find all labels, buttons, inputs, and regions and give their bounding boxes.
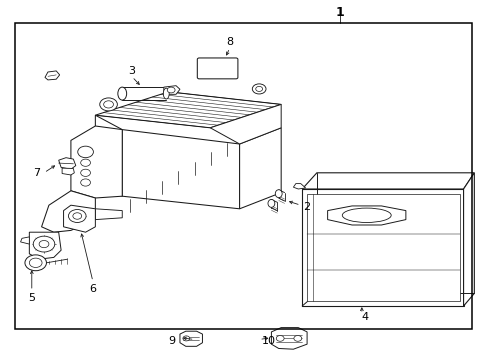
Text: 4: 4 (361, 312, 368, 322)
Circle shape (276, 336, 284, 341)
Polygon shape (71, 126, 122, 198)
Circle shape (81, 179, 90, 186)
Circle shape (25, 255, 46, 271)
Circle shape (255, 86, 262, 91)
Circle shape (73, 213, 81, 219)
Circle shape (39, 240, 49, 248)
Polygon shape (95, 92, 281, 128)
Text: 9: 9 (168, 336, 176, 346)
Polygon shape (59, 158, 76, 169)
Polygon shape (163, 86, 180, 94)
Circle shape (167, 87, 175, 93)
Polygon shape (271, 328, 306, 349)
Text: 10: 10 (261, 336, 275, 346)
Circle shape (29, 258, 42, 267)
Text: 2: 2 (303, 202, 310, 212)
Polygon shape (63, 205, 95, 232)
Polygon shape (20, 237, 29, 244)
Polygon shape (293, 184, 305, 189)
Polygon shape (122, 130, 239, 209)
Circle shape (252, 84, 265, 94)
Polygon shape (302, 189, 463, 306)
Circle shape (183, 336, 189, 341)
Polygon shape (180, 331, 202, 346)
Polygon shape (41, 191, 95, 232)
Text: 8: 8 (226, 37, 233, 47)
Text: 6: 6 (89, 284, 96, 294)
Bar (15, 23, 471, 329)
Circle shape (68, 210, 86, 222)
Circle shape (81, 169, 90, 176)
Polygon shape (302, 173, 473, 189)
Ellipse shape (342, 208, 390, 222)
Polygon shape (239, 128, 281, 209)
Polygon shape (95, 209, 122, 220)
Ellipse shape (267, 199, 274, 207)
Circle shape (100, 98, 117, 111)
Polygon shape (210, 104, 281, 144)
Polygon shape (95, 115, 122, 196)
Circle shape (81, 159, 90, 166)
Polygon shape (306, 194, 459, 301)
Circle shape (33, 236, 55, 252)
Polygon shape (29, 232, 61, 259)
Text: 3: 3 (128, 66, 135, 76)
Polygon shape (62, 168, 74, 175)
Ellipse shape (275, 190, 282, 198)
Text: 5: 5 (28, 293, 35, 303)
Text: 1: 1 (335, 6, 344, 19)
Ellipse shape (118, 87, 126, 100)
Text: 7: 7 (33, 168, 41, 178)
FancyBboxPatch shape (197, 58, 237, 79)
Circle shape (78, 146, 93, 158)
Polygon shape (45, 71, 60, 80)
Circle shape (103, 101, 113, 108)
Polygon shape (463, 173, 473, 306)
Ellipse shape (163, 88, 169, 99)
Polygon shape (327, 206, 405, 225)
Circle shape (293, 336, 301, 341)
